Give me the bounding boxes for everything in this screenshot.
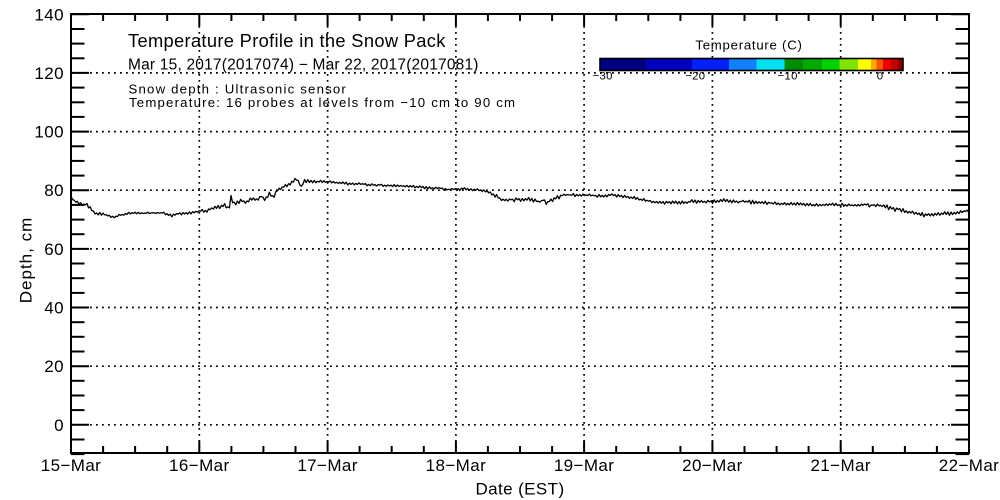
svg-text:60: 60	[44, 240, 64, 259]
svg-text:−10: −10	[778, 71, 798, 83]
svg-text:0: 0	[877, 71, 884, 83]
svg-text:21−Mar: 21−Mar	[810, 456, 871, 475]
svg-text:17−Mar: 17−Mar	[297, 456, 358, 475]
svg-text:22−Mar: 22−Mar	[939, 456, 1000, 475]
svg-text:100: 100	[34, 123, 64, 142]
svg-text:120: 120	[34, 64, 64, 83]
svg-text:0: 0	[54, 416, 64, 435]
svg-text:19−Mar: 19−Mar	[554, 456, 615, 475]
svg-text:Mar 15, 2017(2017074) − Mar 22: Mar 15, 2017(2017074) − Mar 22, 2017(201…	[128, 56, 479, 73]
svg-text:Temperature: 16 probes at leve: Temperature: 16 probes at levels from −1…	[129, 95, 516, 110]
svg-text:140: 140	[34, 5, 64, 24]
svg-text:40: 40	[44, 299, 64, 318]
svg-text:Depth, cm: Depth, cm	[17, 217, 36, 303]
svg-text:Temperature Profile in the Sno: Temperature Profile in the Snow Pack	[128, 30, 446, 51]
svg-text:−30: −30	[593, 71, 613, 83]
svg-text:16−Mar: 16−Mar	[169, 456, 230, 475]
svg-text:Temperature (C): Temperature (C)	[695, 38, 802, 53]
svg-text:20−Mar: 20−Mar	[682, 456, 743, 475]
svg-text:Date (EST): Date (EST)	[475, 480, 564, 499]
svg-text:−20: −20	[685, 71, 705, 83]
svg-text:Snow depth : Ultrasonic sensor: Snow depth : Ultrasonic sensor	[129, 82, 348, 97]
svg-text:20: 20	[44, 357, 64, 376]
svg-text:15−Mar: 15−Mar	[41, 456, 102, 475]
svg-text:80: 80	[44, 181, 64, 200]
svg-text:18−Mar: 18−Mar	[426, 456, 487, 475]
